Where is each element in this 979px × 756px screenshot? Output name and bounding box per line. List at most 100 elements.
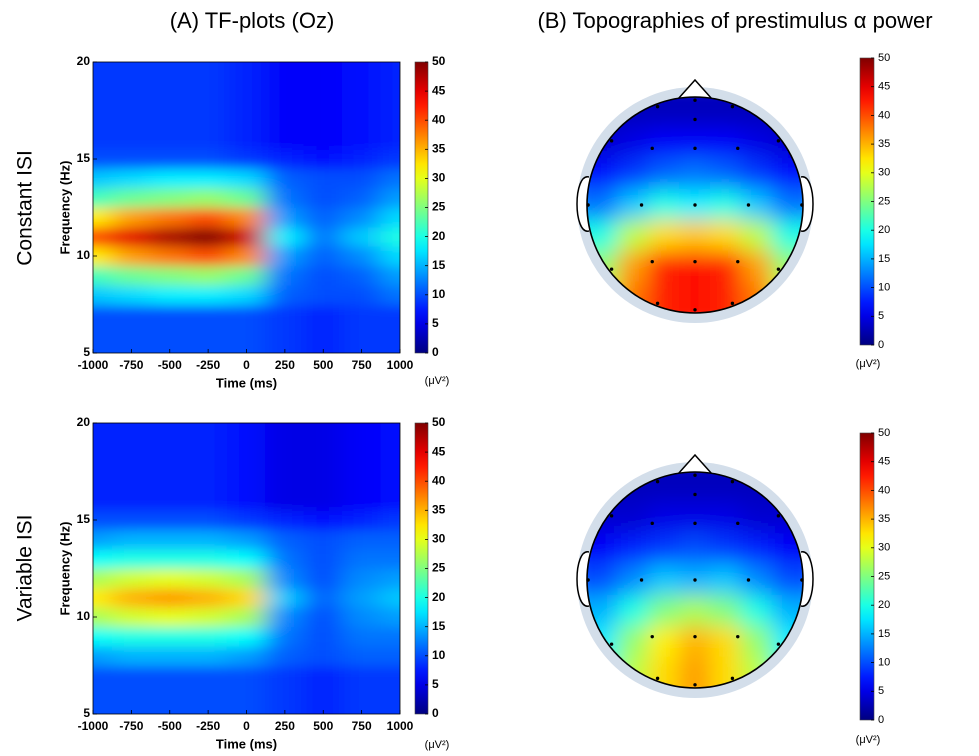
heatmap-cell xyxy=(150,71,190,92)
heatmap-cell xyxy=(150,226,190,247)
heatmap-cell xyxy=(188,471,228,492)
heatmap-cell xyxy=(341,148,382,170)
heatmap-cell xyxy=(188,509,228,531)
heatmap-cell xyxy=(111,207,152,228)
heatmap-cell xyxy=(265,432,305,453)
colorbar-tick-label: 5 xyxy=(432,316,439,330)
electrode xyxy=(776,514,781,518)
heatmap-cell xyxy=(341,509,382,531)
heatmap-cell xyxy=(150,587,190,608)
heatmap-cell xyxy=(380,626,400,647)
heatmap-cell xyxy=(150,665,190,686)
heatmap-cell xyxy=(150,645,190,666)
heatmap-cell xyxy=(188,207,228,228)
heatmap-cell xyxy=(303,490,343,511)
topomap-cell xyxy=(587,189,619,221)
heatmap-cell xyxy=(188,626,228,647)
heatmap-cell xyxy=(188,684,228,705)
heatmap-cell xyxy=(226,548,267,569)
electrode xyxy=(730,676,735,681)
heatmap-cell xyxy=(380,129,400,150)
topomap-cell xyxy=(771,564,803,596)
heatmap-cell xyxy=(341,71,382,92)
heatmap-cell xyxy=(265,626,305,647)
heatmap-cell xyxy=(380,432,400,453)
ear xyxy=(800,176,814,232)
heatmap-cell xyxy=(226,168,267,189)
heatmap-cell xyxy=(341,342,382,353)
heatmap-cell xyxy=(341,207,382,228)
heatmap-cell xyxy=(93,548,113,569)
heatmap-cell xyxy=(265,207,305,228)
topomap-cell xyxy=(679,625,711,658)
y-tick-label: 5 xyxy=(83,345,90,359)
topomap-cell xyxy=(648,127,681,160)
heatmap-cell xyxy=(111,665,152,686)
heatmap-cell xyxy=(303,148,343,170)
topomap-cell xyxy=(648,564,681,596)
colorbar-tick-label: 25 xyxy=(432,561,446,575)
heatmap-cell xyxy=(303,509,343,531)
heatmap-cell xyxy=(265,304,305,325)
electrode xyxy=(639,203,644,207)
heatmap-cell xyxy=(226,684,267,705)
y-tick-label: 5 xyxy=(83,706,90,720)
heatmap-cell xyxy=(226,323,267,344)
heatmap-cell xyxy=(150,323,190,344)
topomap-cell xyxy=(617,219,650,252)
heatmap-cell xyxy=(265,423,305,434)
heatmap-cell xyxy=(341,665,382,686)
electrode xyxy=(693,521,697,526)
y-tick-label: 15 xyxy=(77,512,91,526)
heatmap-cell xyxy=(341,587,382,608)
electrode xyxy=(693,308,697,312)
heatmap-cell xyxy=(303,90,343,111)
heatmap-cell xyxy=(111,703,152,714)
topomap-cell xyxy=(709,594,742,627)
heatmap-cell xyxy=(380,148,400,170)
heatmap-cell xyxy=(265,529,305,550)
electrode xyxy=(650,259,654,264)
heatmap-cell xyxy=(303,304,343,325)
heatmap-cell xyxy=(226,529,267,550)
heatmap-cell xyxy=(380,245,400,267)
heatmap-cell xyxy=(111,342,152,353)
y-tick-label: 15 xyxy=(77,151,91,165)
electrode xyxy=(730,479,735,484)
heatmap-cell xyxy=(188,432,228,453)
heatmap-cell xyxy=(341,110,382,131)
heatmap-cell xyxy=(265,323,305,344)
heatmap-cell xyxy=(226,423,267,434)
topomap-cell xyxy=(679,281,711,313)
nose xyxy=(677,78,713,100)
electrode xyxy=(776,267,781,271)
x-tick-label: 1000 xyxy=(387,358,414,372)
x-tick-label: 1000 xyxy=(387,719,414,733)
heatmap-cell xyxy=(265,245,305,267)
topomap-cell xyxy=(617,502,650,535)
electrode xyxy=(693,578,697,582)
topomap-cell xyxy=(709,189,742,221)
x-tick-label: -1000 xyxy=(78,719,109,733)
colorbar-tick-label: 30 xyxy=(878,542,890,554)
heatmap-cell xyxy=(111,226,152,247)
heatmap-cell xyxy=(150,168,190,189)
heatmap-cell xyxy=(93,129,113,150)
heatmap-cell xyxy=(150,110,190,131)
topomap-cell xyxy=(679,656,711,688)
electrode xyxy=(693,203,697,207)
colorbar-tick-label: 20 xyxy=(878,224,890,236)
heatmap-cell xyxy=(188,129,228,150)
heatmap-cell xyxy=(380,226,400,247)
heatmap-cell xyxy=(380,110,400,131)
topomap-cell xyxy=(740,219,773,252)
y-tick-label: 20 xyxy=(77,415,91,429)
topomap-cell xyxy=(679,158,711,191)
heatmap-cell xyxy=(303,110,343,131)
x-tick-label: 0 xyxy=(243,719,250,733)
heatmap-cell xyxy=(226,606,267,628)
heatmap-cell xyxy=(226,645,267,666)
heatmap-cell xyxy=(341,323,382,344)
heatmap-cell xyxy=(188,490,228,511)
heatmap-cell xyxy=(111,304,152,325)
